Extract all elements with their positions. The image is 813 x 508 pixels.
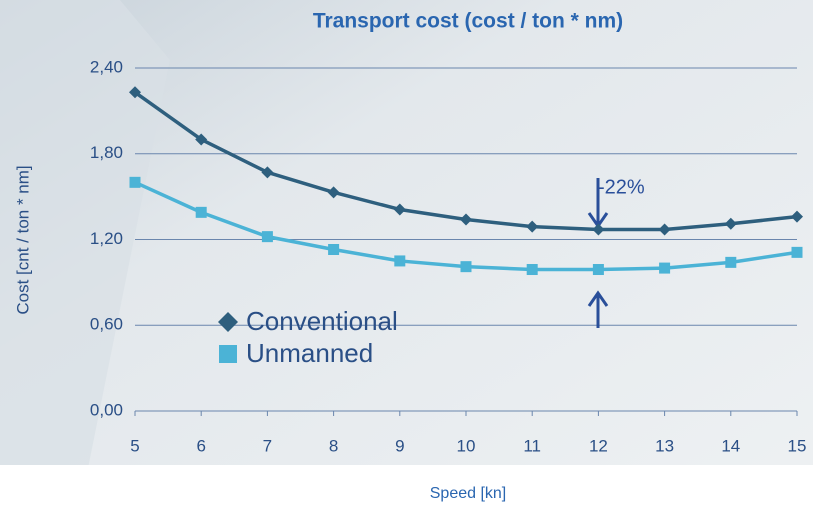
point: [394, 255, 405, 266]
x-tick-label: 10: [457, 436, 476, 455]
chart: Transport cost (cost / ton * nm) Speed […: [0, 0, 813, 508]
x-tick-label: 11: [523, 436, 541, 455]
point: [659, 263, 670, 274]
point: [725, 257, 736, 268]
y-tick-label: 0,60: [90, 315, 123, 334]
x-tick-label: 5: [130, 436, 139, 455]
legend-label: Conventional: [246, 306, 398, 336]
point: [196, 207, 207, 218]
x-tick-label: 12: [589, 436, 608, 455]
y-tick-label: 1,80: [90, 143, 123, 162]
legend-marker: [219, 345, 237, 363]
point: [593, 264, 604, 275]
point: [328, 244, 339, 255]
footer-band: [0, 465, 813, 508]
legend-label: Unmanned: [246, 338, 373, 368]
x-axis-label: Speed [kn]: [430, 485, 507, 502]
point: [461, 261, 472, 272]
y-axis-label: Cost [cnt / ton * nm]: [13, 165, 32, 314]
point: [130, 177, 141, 188]
annotation: -22%: [598, 176, 645, 198]
chart-title: Transport cost (cost / ton * nm): [313, 10, 623, 33]
point: [262, 231, 273, 242]
point: [792, 247, 803, 258]
x-tick-label: 7: [263, 436, 272, 455]
point: [527, 264, 538, 275]
x-tick-label: 9: [395, 436, 404, 455]
x-tick-label: 8: [329, 436, 338, 455]
x-tick-label: 13: [655, 436, 674, 455]
y-tick-label: 0,00: [90, 400, 123, 419]
x-tick-label: 15: [788, 436, 807, 455]
y-tick-label: 1,20: [90, 229, 123, 248]
x-tick-label: 6: [196, 436, 205, 455]
y-tick-label: 2,40: [90, 57, 123, 76]
x-tick-label: 14: [721, 436, 740, 455]
